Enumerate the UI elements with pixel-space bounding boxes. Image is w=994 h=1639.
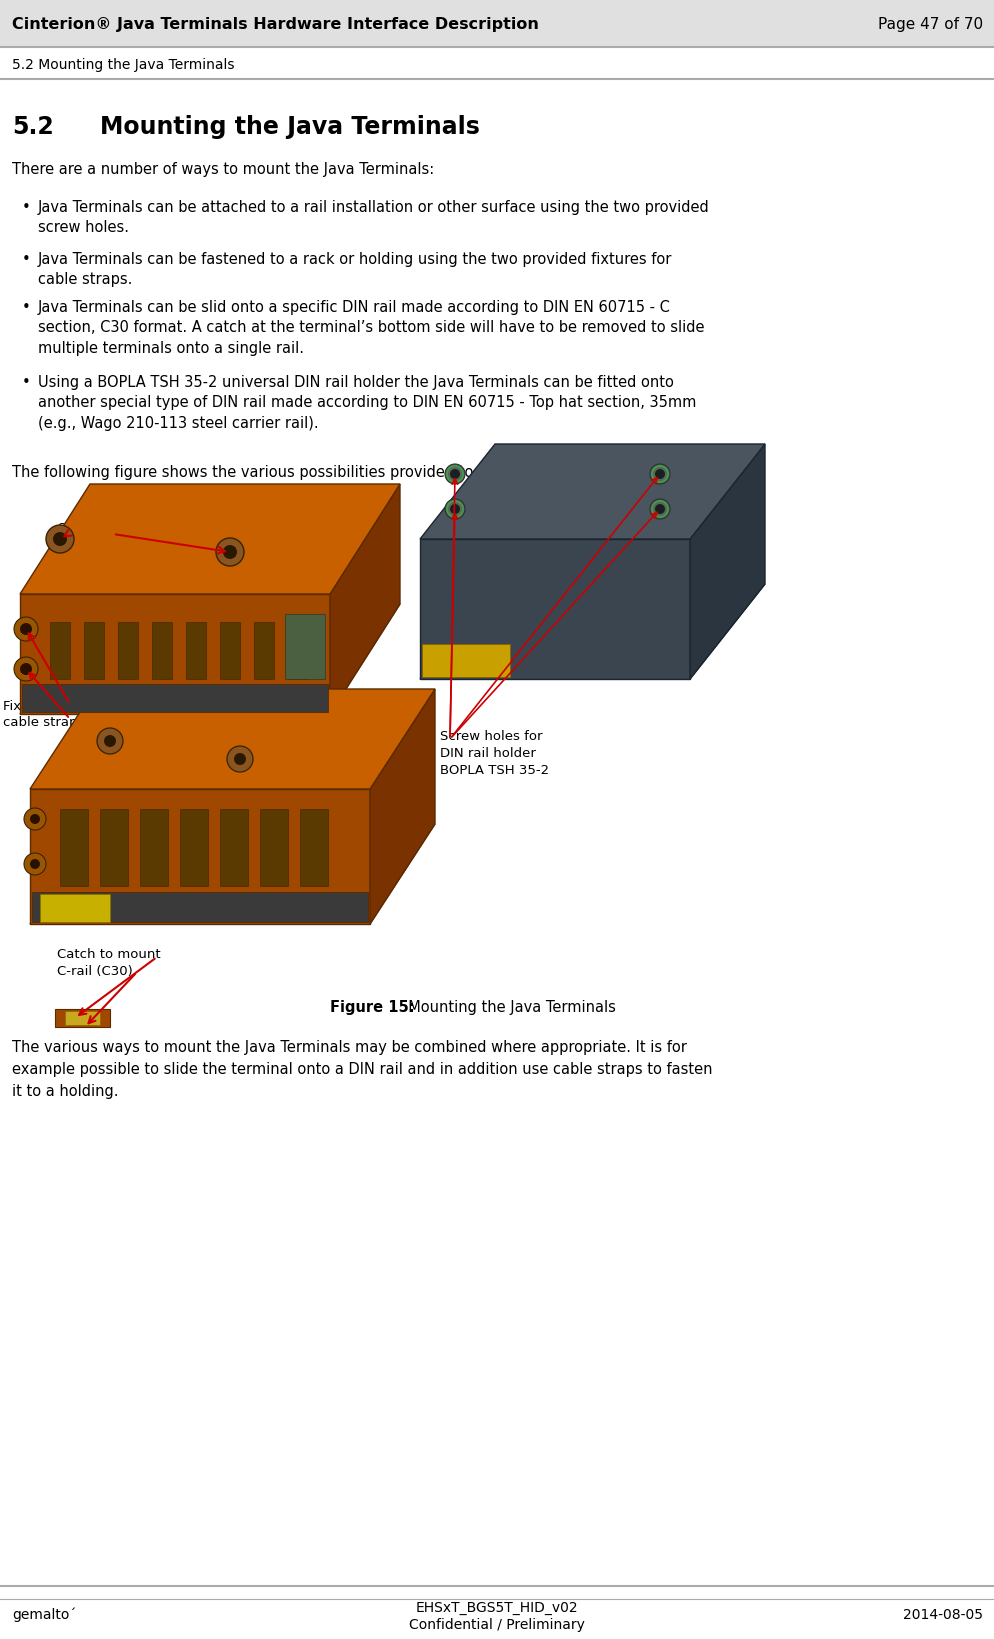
Circle shape bbox=[444, 465, 464, 485]
Polygon shape bbox=[370, 690, 434, 924]
Circle shape bbox=[654, 470, 664, 480]
Polygon shape bbox=[30, 790, 370, 924]
Text: EHSxT_BGS5T_HID_v02: EHSxT_BGS5T_HID_v02 bbox=[415, 1600, 578, 1614]
Polygon shape bbox=[419, 444, 764, 539]
Polygon shape bbox=[253, 623, 273, 680]
Text: Java Terminals can be slid onto a specific DIN rail made according to DIN EN 607: Java Terminals can be slid onto a specif… bbox=[38, 300, 704, 356]
Polygon shape bbox=[20, 485, 400, 595]
Circle shape bbox=[227, 746, 252, 772]
Polygon shape bbox=[40, 895, 110, 923]
Text: 5.2 Mounting the Java Terminals: 5.2 Mounting the Java Terminals bbox=[12, 57, 235, 72]
Circle shape bbox=[649, 465, 669, 485]
Polygon shape bbox=[284, 615, 325, 680]
Text: •: • bbox=[22, 375, 31, 390]
Polygon shape bbox=[330, 485, 400, 715]
Text: C-rail (C30): C-rail (C30) bbox=[57, 964, 132, 977]
Polygon shape bbox=[65, 1011, 100, 1026]
Text: Confidential / Preliminary: Confidential / Preliminary bbox=[409, 1618, 584, 1631]
Polygon shape bbox=[22, 685, 328, 713]
Circle shape bbox=[20, 664, 32, 675]
Circle shape bbox=[30, 859, 40, 869]
Polygon shape bbox=[220, 623, 240, 680]
Text: Java Terminals can be attached to a rail installation or other surface using the: Java Terminals can be attached to a rail… bbox=[38, 200, 709, 236]
Polygon shape bbox=[100, 810, 128, 887]
Polygon shape bbox=[152, 623, 172, 680]
Circle shape bbox=[14, 657, 38, 682]
Polygon shape bbox=[180, 810, 208, 887]
Polygon shape bbox=[140, 810, 168, 887]
Text: Catch to mount: Catch to mount bbox=[57, 947, 160, 960]
Circle shape bbox=[30, 815, 40, 824]
Text: Java Terminals can be fastened to a rack or holding using the two provided fixtu: Java Terminals can be fastened to a rack… bbox=[38, 252, 672, 287]
Text: Mounting the Java Terminals: Mounting the Java Terminals bbox=[100, 115, 479, 139]
Bar bbox=[0, 0, 994, 48]
Circle shape bbox=[444, 500, 464, 520]
Polygon shape bbox=[118, 623, 138, 680]
Text: it to a holding.: it to a holding. bbox=[12, 1083, 118, 1098]
Circle shape bbox=[24, 854, 46, 875]
Polygon shape bbox=[20, 605, 400, 715]
Polygon shape bbox=[30, 690, 434, 790]
Circle shape bbox=[234, 754, 246, 765]
Text: •: • bbox=[22, 200, 31, 215]
Circle shape bbox=[649, 500, 669, 520]
Polygon shape bbox=[259, 810, 287, 887]
Text: BOPLA TSH 35-2: BOPLA TSH 35-2 bbox=[439, 764, 549, 777]
Text: gemalto´: gemalto´ bbox=[12, 1606, 77, 1621]
Polygon shape bbox=[419, 585, 764, 680]
Circle shape bbox=[46, 526, 74, 554]
Circle shape bbox=[449, 470, 459, 480]
Circle shape bbox=[449, 505, 459, 515]
Text: Screw holes for: Screw holes for bbox=[439, 729, 542, 742]
Polygon shape bbox=[419, 539, 689, 680]
Polygon shape bbox=[50, 623, 70, 680]
Polygon shape bbox=[300, 810, 328, 887]
Polygon shape bbox=[287, 623, 308, 680]
Circle shape bbox=[96, 729, 123, 754]
Text: 5.2: 5.2 bbox=[12, 115, 54, 139]
Text: 2014-08-05: 2014-08-05 bbox=[903, 1606, 982, 1621]
Text: Figure 15:: Figure 15: bbox=[330, 1000, 414, 1015]
Text: Page 47 of 70: Page 47 of 70 bbox=[877, 16, 982, 31]
Text: Cinterion® Java Terminals Hardware Interface Description: Cinterion® Java Terminals Hardware Inter… bbox=[12, 16, 539, 31]
Circle shape bbox=[14, 618, 38, 641]
Polygon shape bbox=[55, 1010, 110, 1028]
Text: •: • bbox=[22, 300, 31, 315]
Text: There are a number of ways to mount the Java Terminals:: There are a number of ways to mount the … bbox=[12, 162, 433, 177]
Circle shape bbox=[654, 505, 664, 515]
Polygon shape bbox=[32, 893, 368, 923]
Text: The various ways to mount the Java Terminals may be combined where appropriate. : The various ways to mount the Java Termi… bbox=[12, 1039, 686, 1054]
Text: Using a BOPLA TSH 35-2 universal DIN rail holder the Java Terminals can be fitte: Using a BOPLA TSH 35-2 universal DIN rai… bbox=[38, 375, 696, 431]
Text: The following figure shows the various possibilities provided to mount the Java : The following figure shows the various p… bbox=[12, 465, 669, 480]
Circle shape bbox=[53, 533, 67, 547]
Polygon shape bbox=[689, 444, 764, 680]
Circle shape bbox=[24, 808, 46, 831]
Text: •: • bbox=[22, 252, 31, 267]
Circle shape bbox=[104, 736, 116, 747]
Text: Mounting the Java Terminals: Mounting the Java Terminals bbox=[399, 1000, 615, 1015]
Polygon shape bbox=[30, 824, 434, 924]
Text: example possible to slide the terminal onto a DIN rail and in addition use cable: example possible to slide the terminal o… bbox=[12, 1062, 712, 1077]
Polygon shape bbox=[421, 644, 510, 677]
Polygon shape bbox=[20, 595, 330, 715]
Text: Fixtures for: Fixtures for bbox=[3, 700, 78, 713]
Polygon shape bbox=[83, 623, 104, 680]
Text: cable straps: cable straps bbox=[3, 716, 84, 729]
Circle shape bbox=[20, 623, 32, 636]
Polygon shape bbox=[220, 810, 248, 887]
Circle shape bbox=[223, 546, 237, 559]
Text: Screw holes: Screw holes bbox=[58, 521, 138, 534]
Polygon shape bbox=[186, 623, 206, 680]
Text: DIN rail holder: DIN rail holder bbox=[439, 746, 536, 759]
Polygon shape bbox=[60, 810, 87, 887]
Circle shape bbox=[216, 539, 244, 567]
